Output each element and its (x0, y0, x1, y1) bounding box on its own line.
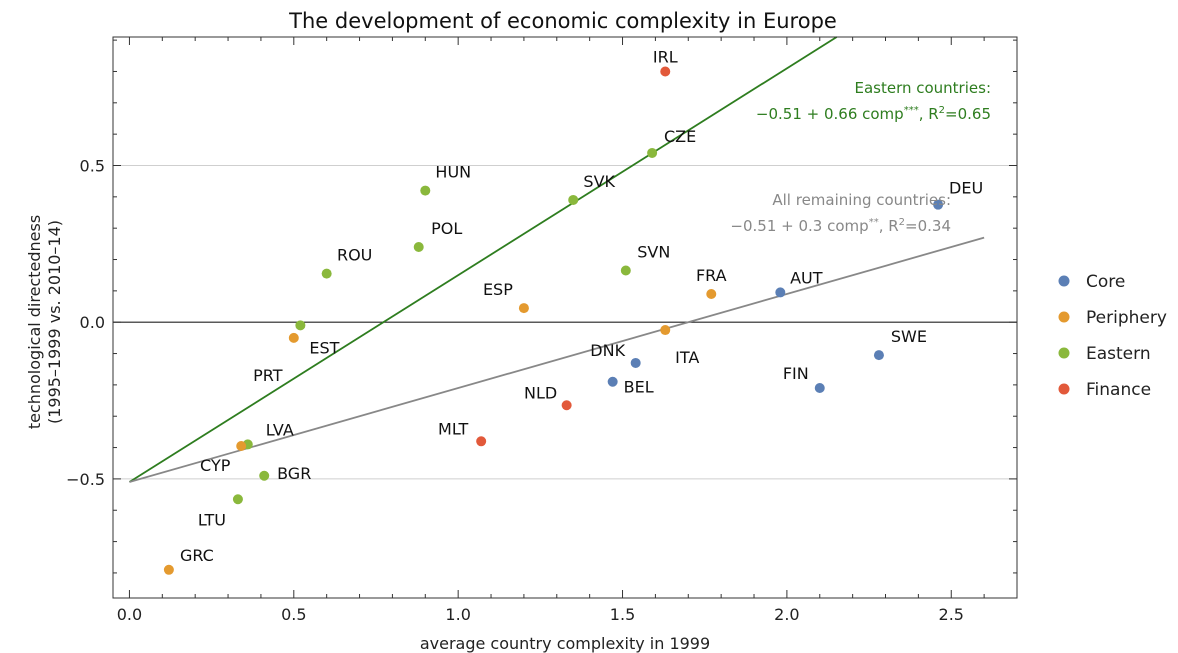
remaining-annotation-equation: −0.51 + 0.3 comp**, R2=0.34 (730, 217, 951, 235)
label-pol: POL (431, 219, 462, 238)
label-cze: CZE (664, 127, 696, 146)
eastern-annotation-equation: −0.51 + 0.66 comp***, R2=0.65 (756, 105, 991, 123)
label-fra: FRA (696, 266, 727, 285)
gridlines (113, 164, 1017, 480)
y-axis-label-group: technological directedness (1995–1999 vs… (25, 215, 64, 429)
label-hun: HUN (435, 163, 471, 182)
label-bel: BEL (624, 378, 654, 397)
legend-marker-periphery (1058, 311, 1070, 323)
eastern-annotation-title: Eastern countries: (854, 79, 991, 97)
point-prt (288, 332, 299, 343)
label-ita: ITA (675, 348, 699, 367)
label-aut: AUT (790, 268, 823, 287)
point-aut (775, 287, 786, 298)
label-svn: SVN (637, 242, 670, 261)
y-tick-label: −0.5 (66, 470, 105, 489)
label-deu: DEU (949, 179, 983, 198)
label-nld: NLD (524, 383, 557, 402)
point-irl (660, 66, 671, 77)
legend-label-core: Core (1086, 272, 1125, 292)
label-est: EST (309, 338, 339, 357)
x-tick-label: 2.5 (939, 605, 964, 624)
point-hun (420, 185, 431, 196)
fit-lines (128, 36, 985, 483)
eastern-fit-line (128, 36, 838, 483)
data-points (163, 66, 944, 575)
label-esp: ESP (483, 280, 513, 299)
point-bel (607, 376, 618, 387)
legend-label-eastern: Eastern (1086, 344, 1151, 364)
x-tick-label: 0.5 (281, 605, 306, 624)
point-fin (814, 383, 825, 394)
axis-ticks: 0.0 0.5 1.0 1.5 2.0 2.5 0.5 0.0 −0.5 (66, 37, 1018, 624)
label-dnk: DNK (590, 341, 625, 360)
label-ltu: LTU (198, 510, 226, 529)
point-labels: IRL CZE HUN SVK DEU POL ROU SVN FRA AUT ESP EST PRT I… (180, 47, 983, 564)
point-svk (568, 194, 579, 205)
legend-marker-finance (1058, 383, 1070, 395)
label-svk: SVK (583, 172, 615, 191)
y-tick-label: 0.5 (80, 156, 105, 175)
x-tick-label: 1.5 (610, 605, 635, 624)
plot-frame (112, 36, 1018, 599)
y-axis-label-line1: technological directedness (25, 215, 44, 429)
point-esp (518, 303, 529, 314)
label-fin: FIN (783, 364, 809, 383)
x-axis-label: average country complexity in 1999 (420, 634, 710, 653)
label-rou: ROU (337, 246, 372, 265)
label-lva: LVA (266, 420, 294, 439)
legend-label-periphery: Periphery (1086, 308, 1167, 328)
chart-title: The development of economic complexity i… (288, 9, 837, 33)
point-grc (163, 564, 174, 575)
point-cyp (236, 440, 247, 451)
label-grc: GRC (180, 546, 214, 565)
label-irl: IRL (653, 47, 678, 66)
label-swe: SWE (891, 327, 927, 346)
point-ita (660, 325, 671, 336)
point-nld (561, 400, 572, 411)
point-rou (321, 268, 332, 279)
legend-marker-core (1058, 275, 1070, 287)
remaining-annotation-title: All remaining countries: (772, 191, 951, 209)
x-tick-label: 0.0 (117, 605, 142, 624)
point-svn (620, 265, 631, 276)
point-dnk (630, 357, 641, 368)
point-est (295, 320, 306, 331)
point-cze (647, 147, 658, 158)
label-prt: PRT (253, 366, 283, 385)
point-fra (706, 288, 717, 299)
point-bgr (259, 470, 270, 481)
point-swe (873, 350, 884, 361)
x-tick-label: 2.0 (774, 605, 799, 624)
x-tick-label: 1.0 (445, 605, 470, 624)
point-deu (933, 199, 944, 210)
label-cyp: CYP (200, 456, 231, 475)
label-mlt: MLT (438, 419, 469, 438)
point-pol (413, 241, 424, 252)
legend-label-finance: Finance (1086, 380, 1151, 400)
point-ltu (232, 494, 243, 505)
legend-marker-eastern (1058, 347, 1070, 359)
y-tick-label: 0.0 (80, 313, 105, 332)
y-axis-label-line2: (1995–1999 vs. 2010–14) (45, 220, 64, 424)
remaining-fit-line (129, 236, 985, 483)
legend: Core Periphery Eastern Finance (1058, 272, 1167, 400)
label-bgr: BGR (277, 464, 311, 483)
point-mlt (476, 436, 487, 447)
